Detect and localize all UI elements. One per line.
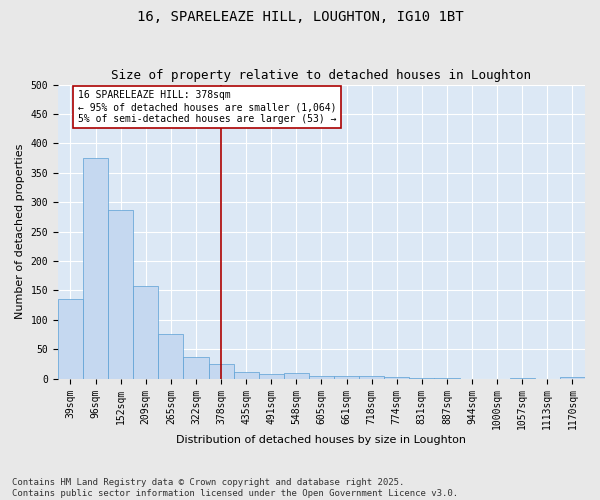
Y-axis label: Number of detached properties: Number of detached properties: [15, 144, 25, 320]
Bar: [58, 299, 83, 378]
Bar: [259, 374, 284, 378]
Bar: [83, 158, 108, 378]
Text: Contains HM Land Registry data © Crown copyright and database right 2025.
Contai: Contains HM Land Registry data © Crown c…: [12, 478, 458, 498]
Bar: [133, 286, 158, 378]
Bar: [233, 372, 259, 378]
Text: 16, SPARELEAZE HILL, LOUGHTON, IG10 1BT: 16, SPARELEAZE HILL, LOUGHTON, IG10 1BT: [137, 10, 463, 24]
Bar: [184, 357, 209, 378]
Bar: [560, 377, 585, 378]
X-axis label: Distribution of detached houses by size in Loughton: Distribution of detached houses by size …: [176, 435, 466, 445]
Bar: [359, 376, 384, 378]
Bar: [209, 364, 233, 378]
Bar: [108, 210, 133, 378]
Title: Size of property relative to detached houses in Loughton: Size of property relative to detached ho…: [112, 69, 532, 82]
Bar: [158, 334, 184, 378]
Text: 16 SPARELEAZE HILL: 378sqm
← 95% of detached houses are smaller (1,064)
5% of se: 16 SPARELEAZE HILL: 378sqm ← 95% of deta…: [78, 90, 337, 124]
Bar: [284, 374, 309, 378]
Bar: [309, 376, 334, 378]
Bar: [334, 376, 359, 378]
